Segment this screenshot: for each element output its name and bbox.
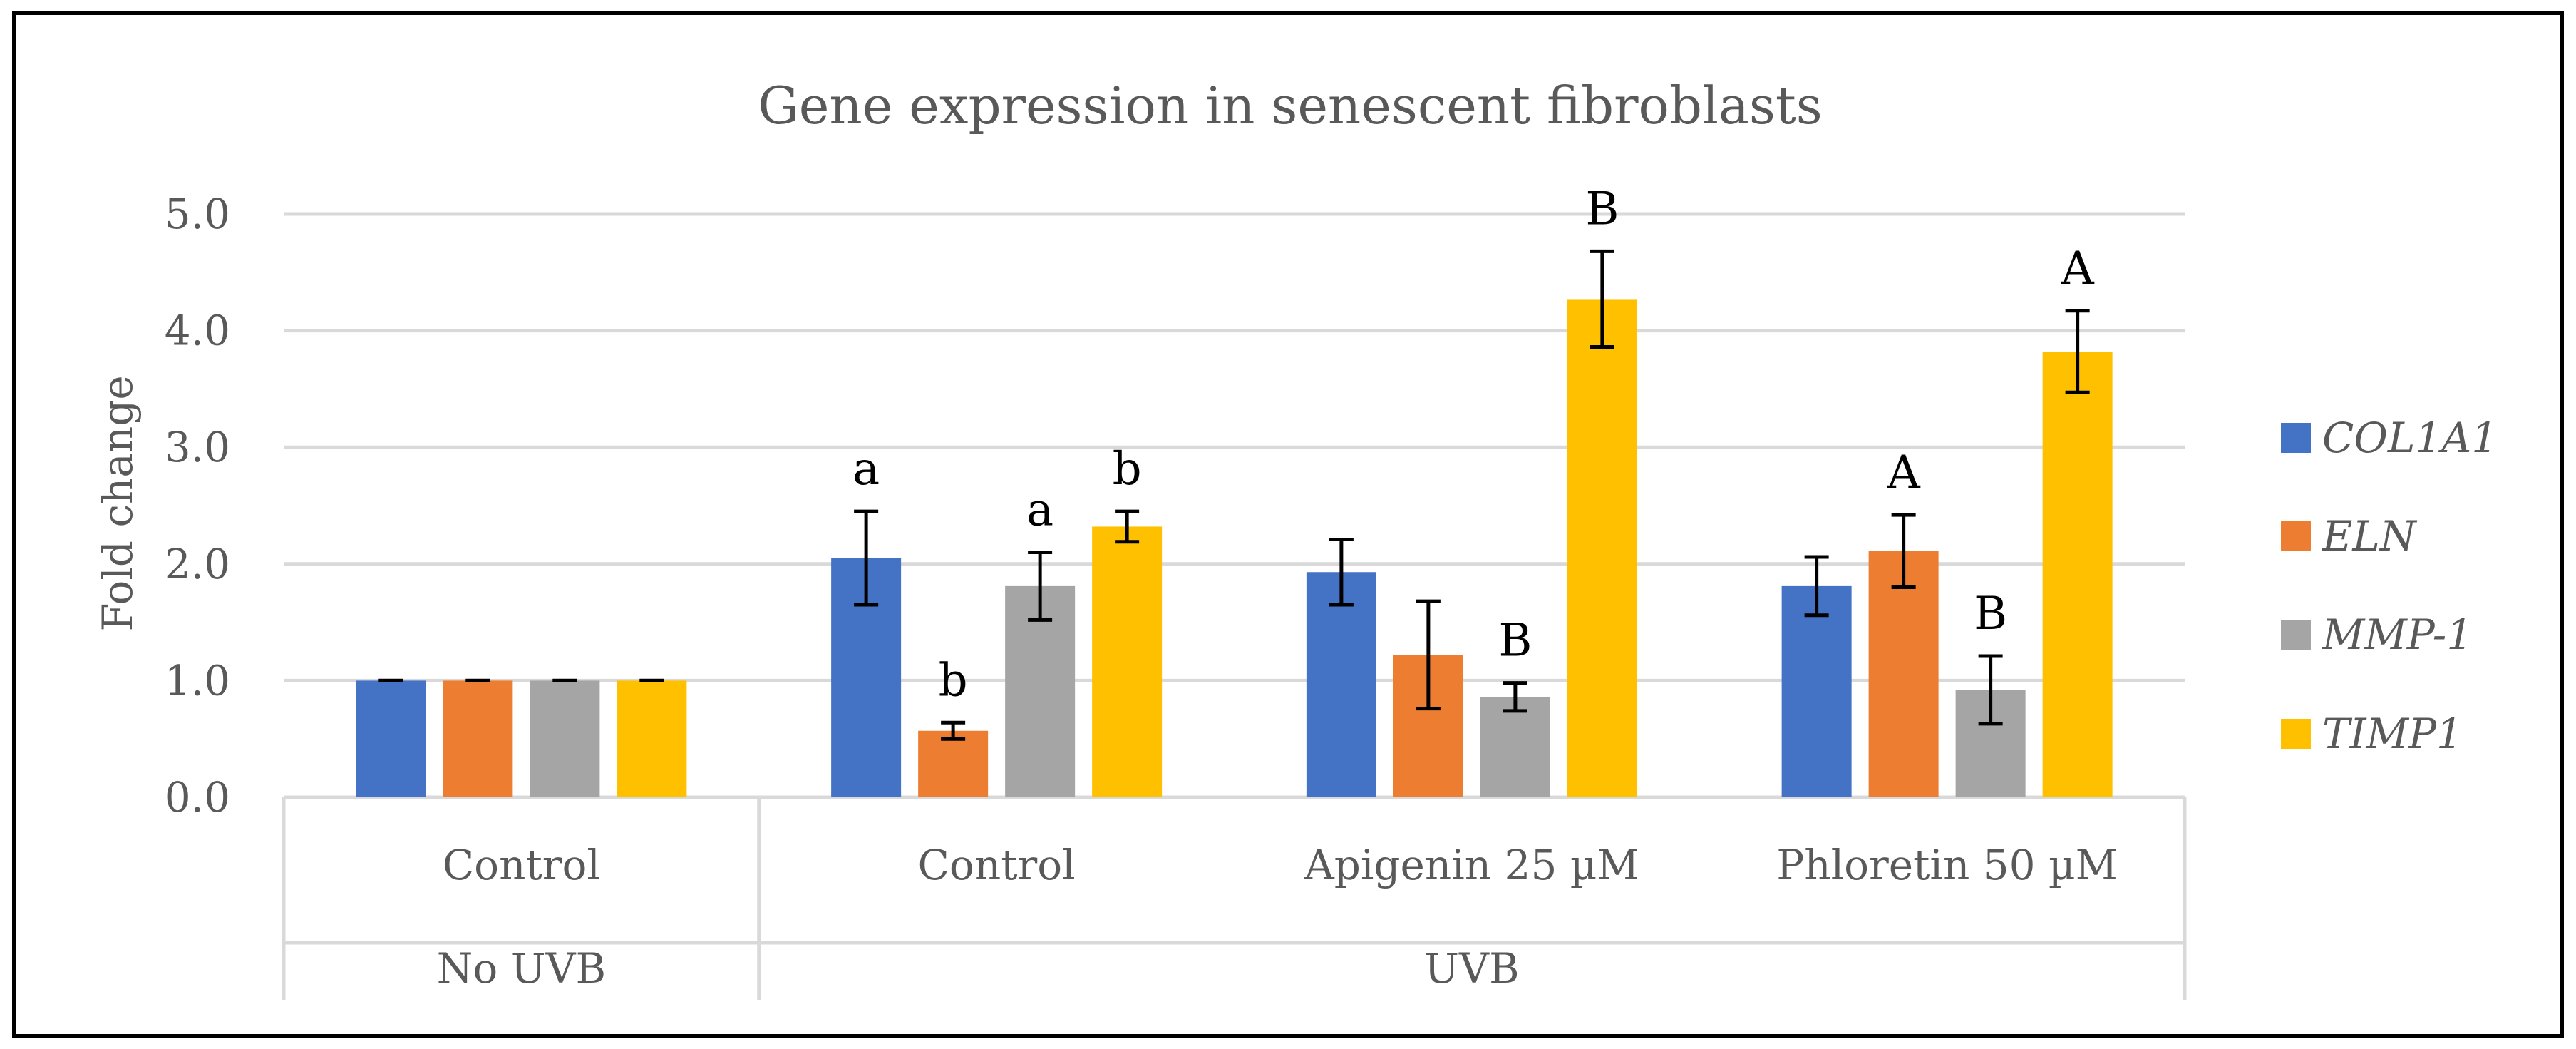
- bar-timp1-2: [1567, 299, 1637, 798]
- significance-letter: A: [1887, 446, 1921, 499]
- y-tick-label: 3.0: [165, 423, 230, 471]
- y-axis-ticks: 0.0 1.0 2.0 3.0 4.0 5.0: [165, 190, 230, 822]
- legend-label-eln: ELN: [2322, 512, 2418, 561]
- y-tick-label: 1.0: [165, 656, 230, 705]
- category-label: Phloretin 50 µM: [1776, 841, 2118, 889]
- category-label: Control: [918, 841, 1076, 889]
- bar-timp1-1: [1092, 526, 1163, 797]
- y-tick-label: 2.0: [165, 540, 230, 588]
- legend-swatch-mmp-1: [2281, 620, 2311, 650]
- bar-eln-0: [443, 680, 513, 797]
- bar-eln-3: [1868, 551, 1939, 797]
- significance-letter: b: [939, 654, 968, 707]
- y-tick-label: 5.0: [165, 190, 230, 238]
- chart-title: Gene expression in senescent fibroblasts: [758, 76, 1823, 135]
- legend-swatch-eln: [2281, 521, 2311, 551]
- bar-mmp-1-0: [530, 680, 600, 797]
- y-tick-label: 0.0: [165, 773, 230, 822]
- significance-letter: B: [1498, 615, 1532, 667]
- bar-col1a1-0: [356, 680, 426, 797]
- significance-letter: A: [2061, 242, 2095, 295]
- bar-eln-1: [918, 730, 989, 797]
- legend-label-mmp-1: MMP-1: [2322, 610, 2473, 659]
- significance-letter: a: [1026, 483, 1053, 536]
- legend-label-timp1: TIMP1: [2322, 710, 2463, 758]
- legend-swatch-timp1: [2281, 719, 2311, 749]
- category-label: Control: [443, 841, 600, 889]
- bars: [356, 299, 2113, 798]
- bar-mmp-1-2: [1480, 697, 1550, 797]
- bar-timp1-0: [617, 680, 687, 797]
- significance-letter: b: [1113, 443, 1142, 496]
- gridlines: [284, 212, 2185, 682]
- legend: COL1A1 ELN MMP-1 TIMP1: [2281, 414, 2498, 758]
- y-tick-label: 4.0: [165, 307, 230, 355]
- bar-timp1-3: [2042, 352, 2113, 798]
- significance-letter: B: [1974, 588, 2007, 640]
- group-label: No UVB: [437, 944, 607, 993]
- significance-letter: a: [852, 443, 880, 496]
- legend-label-col1a1: COL1A1: [2322, 414, 2498, 462]
- significance-letter: B: [1585, 183, 1619, 235]
- error-bars: [378, 249, 2090, 741]
- bar-col1a1-3: [1781, 585, 1852, 797]
- significance-labels: a b Aa B Bb B A: [852, 183, 2094, 707]
- chart-frame: [12, 11, 2564, 1038]
- bar-col1a1-2: [1306, 572, 1376, 797]
- y-axis-label: Fold change: [93, 375, 142, 631]
- group-label: UVB: [1424, 944, 1519, 993]
- category-label: Apigenin 25 µM: [1304, 841, 1639, 889]
- x-axis: No UVB UVB Control Control Apigenin 25 µM Phl…: [282, 795, 2187, 1000]
- legend-swatch-col1a1: [2281, 423, 2311, 453]
